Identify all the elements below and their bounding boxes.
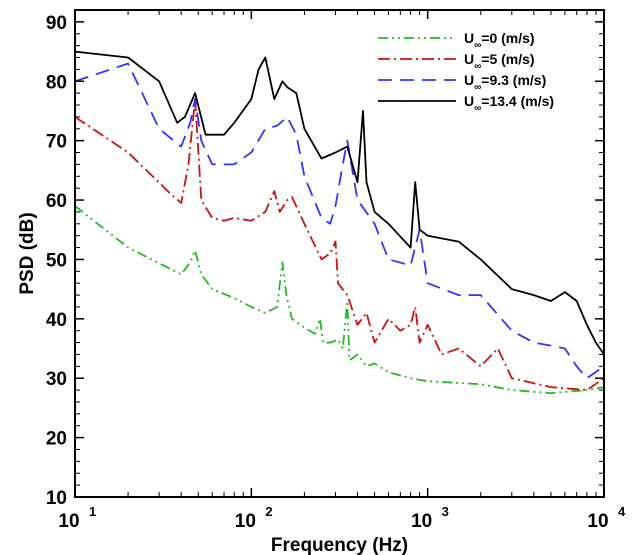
y-tick-label: 20 [46,429,67,450]
y-tick-label: 30 [46,369,67,390]
x-axis-title: Frequency (Hz) [271,535,408,555]
legend-label-1: U∞=0 (m/s) [464,30,535,51]
y-axis-title: PSD (dB) [17,212,38,294]
series-line-4 [74,50,605,356]
x-tick-label: 10 [58,511,79,532]
y-tick-label: 10 [46,488,67,509]
y-tick-label: 90 [46,13,67,34]
legend: U∞=0 (m/s)U∞=5 (m/s)U∞=9.3 (m/s)U∞=13.4 … [378,30,554,114]
x-tick-exponent: 2 [265,504,272,519]
plot-frame [74,9,605,498]
series-line-1 [74,205,605,394]
x-tick-exponent: 3 [442,504,449,519]
legend-label-3: U∞=9.3 (m/s) [464,72,546,93]
y-tick-label: 60 [46,191,67,212]
x-tick-exponent: 4 [618,504,626,519]
tick-labels-layer: 10 1 10 2 10 3 10 4 10 20 30 40 50 60 70 80 90 [46,13,626,532]
series-line-2 [74,98,605,391]
x-tick-label: 10 [587,511,608,532]
y-tick-label: 50 [46,250,67,271]
y-tick-label: 40 [46,310,67,331]
x-tick-label: 10 [411,511,432,532]
y-tick-label: 80 [46,72,67,93]
ticks-layer [74,10,605,498]
series-layer [74,50,605,394]
legend-label-4: U∞=13.4 (m/s) [464,93,554,114]
legend-label-2: U∞=5 (m/s) [464,51,535,72]
y-tick-label: 70 [46,132,67,153]
x-tick-label: 10 [235,511,256,532]
series-line-3 [74,62,605,380]
x-tick-exponent: 1 [89,504,96,519]
